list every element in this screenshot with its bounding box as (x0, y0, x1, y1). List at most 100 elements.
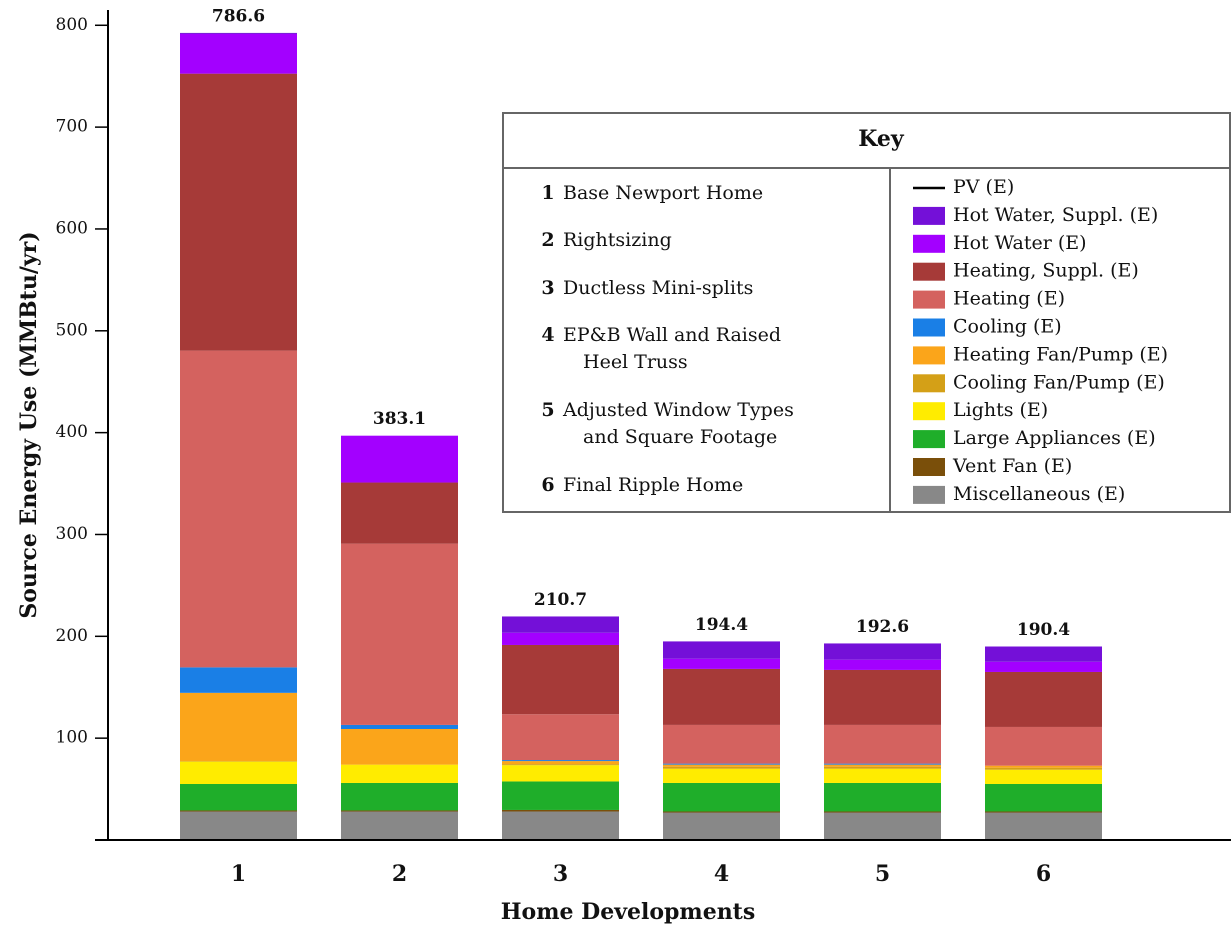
bar-segment (180, 811, 297, 840)
key-box (502, 112, 1231, 513)
bar-segment (824, 766, 941, 769)
legend-label: PV (E) (953, 176, 1014, 198)
bar-segment (502, 632, 619, 645)
x-tick-label: 2 (392, 861, 407, 887)
key-description: Base Newport Home (563, 182, 763, 204)
legend-swatch (913, 234, 945, 253)
bar-segment (341, 482, 458, 544)
bar-segment (180, 810, 297, 812)
total-label: 192.6 (856, 617, 909, 637)
bar-segment (502, 644, 619, 715)
key-description: Final Ripple Home (563, 474, 743, 496)
bar-segment (502, 761, 619, 765)
bar-segment (985, 767, 1102, 770)
legend-label: Heating (E) (953, 288, 1065, 310)
bar-segment (824, 643, 941, 660)
bar-segment (985, 646, 1102, 662)
key-description: Heel Truss (583, 351, 688, 373)
legend-swatch (913, 458, 945, 476)
bar-segment (824, 669, 941, 725)
y-tick-label: 200 (56, 626, 88, 646)
key-description: EP&B Wall and Raised (563, 324, 781, 346)
legend-label: Vent Fan (E) (952, 455, 1072, 477)
bar-segment (985, 671, 1102, 727)
bar-segment (824, 782, 941, 812)
legend-label: Large Appliances (E) (953, 427, 1156, 449)
bar-segment (824, 811, 941, 813)
bar-segment (663, 724, 780, 764)
bar-segment (663, 668, 780, 725)
bar-segment (985, 765, 1102, 768)
y-tick-label: 500 (56, 320, 88, 340)
bar-segment (985, 726, 1102, 766)
total-label: 190.4 (1017, 620, 1070, 640)
bar-segment (341, 724, 458, 729)
bar-segment (985, 811, 1102, 813)
bar-segment (341, 728, 458, 765)
key-title: Key (858, 126, 905, 152)
bar-segment (341, 810, 458, 812)
key-description: Adjusted Window Types (562, 399, 794, 421)
total-label: 383.1 (373, 409, 426, 429)
bar-segment (341, 811, 458, 840)
key: Key (502, 112, 1231, 513)
key-number: 5 (541, 399, 554, 421)
legend-swatch (913, 402, 945, 421)
bar-segment (663, 658, 780, 669)
x-tick-label: 5 (875, 861, 890, 887)
bar-segment (180, 761, 297, 784)
legend-label: Miscellaneous (E) (953, 483, 1125, 505)
y-tick-label: 700 (56, 117, 88, 137)
bar-segment (180, 32, 297, 34)
key-number: 2 (541, 229, 554, 251)
bar-segment (985, 812, 1102, 840)
bar-segment (502, 616, 619, 633)
bar-segment (180, 667, 297, 693)
bar-segment (180, 761, 297, 762)
bar-segment (180, 33, 297, 74)
bar-segment (502, 760, 619, 762)
bar-segment (663, 641, 780, 659)
bar-segment (985, 661, 1102, 672)
key-number: 3 (541, 277, 554, 299)
y-tick-label: 600 (56, 218, 88, 238)
bar-segment (824, 724, 941, 764)
bar-segment (502, 765, 619, 782)
bar-segment (663, 764, 780, 767)
key-entries: 1 Base Newport Home 2 Rightsizing 3 Ductless … (541, 176, 1168, 505)
key-description: Rightsizing (563, 229, 672, 251)
bar-segment (663, 768, 780, 783)
bar-segment (663, 782, 780, 812)
bar-segment (502, 764, 619, 766)
key-description: Ductless Mini-splits (563, 277, 753, 299)
key-description: and Square Footage (583, 426, 777, 448)
plot: 100 200 300 400 500 600 700 800 1 786.6 2 383.1 3 210… (56, 6, 1102, 887)
bar-segment (663, 763, 780, 765)
bar-segment (341, 782, 458, 811)
bar-segment (824, 764, 941, 767)
legend-swatch (913, 374, 945, 393)
bar-segment (341, 435, 458, 483)
legend-label: Lights (E) (953, 399, 1048, 421)
bar-segment (502, 781, 619, 810)
legend-label: Heating, Suppl. (E) (953, 260, 1139, 282)
bar-segment (663, 812, 780, 840)
bar-segment (824, 768, 941, 783)
y-axis-label: Source Energy Use (MMBtu/yr) (16, 231, 42, 618)
bar-segment (341, 764, 458, 783)
y-tick-label: 800 (56, 15, 88, 35)
legend-swatch (913, 290, 945, 309)
total-label: 194.4 (695, 615, 748, 635)
bar-segment (824, 659, 941, 670)
legend-swatch (913, 318, 945, 337)
bar-segment (985, 769, 1102, 784)
legend-label: Hot Water, Suppl. (E) (953, 204, 1158, 226)
y-tick-label: 400 (56, 422, 88, 442)
legend-label: Heating Fan/Pump (E) (953, 343, 1168, 365)
bar-segment (180, 692, 297, 762)
bar-segment (663, 766, 780, 769)
bar-segment (663, 811, 780, 813)
x-axis-label: Home Developments (501, 899, 755, 925)
bar-segment (985, 783, 1102, 812)
